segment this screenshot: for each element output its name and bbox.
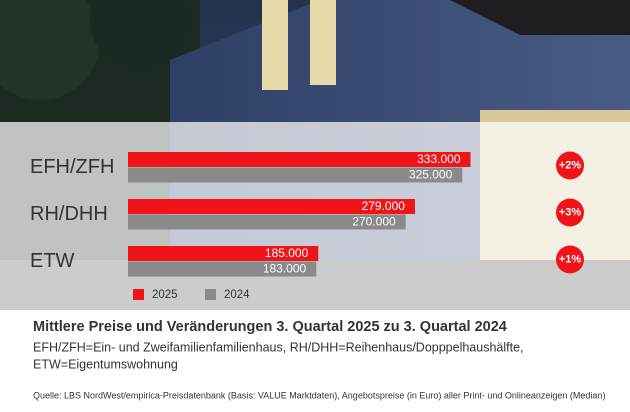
value-label: 270.000 <box>352 214 396 228</box>
change-badge <box>556 198 584 227</box>
category-label: EFH/ZFH <box>30 156 114 178</box>
note: EFH/ZFH=Ein- und Zweifamilienfamilienhau… <box>33 340 524 354</box>
change-label: +2% <box>559 159 582 171</box>
legend-label: 2024 <box>224 289 250 301</box>
value-label: 183.000 <box>263 261 307 275</box>
value-label: 185.000 <box>265 246 309 260</box>
bar <box>128 214 406 230</box>
bar <box>128 199 415 214</box>
value-label: 333.000 <box>417 152 461 166</box>
change-badge <box>556 245 584 274</box>
legend-swatch <box>133 289 144 300</box>
value-label: 279.000 <box>362 199 406 213</box>
value-label: 325.000 <box>409 167 453 181</box>
change-label: +3% <box>559 206 582 218</box>
category-label: ETW <box>30 250 75 272</box>
bar <box>128 152 471 167</box>
source: Quelle: LBS NordWest/empirica-Preisdaten… <box>33 390 605 400</box>
legend-swatch <box>205 289 216 300</box>
chart-title: Mittlere Preise und Veränderungen 3. Qua… <box>33 319 507 335</box>
category-label: RH/DHH <box>30 203 108 225</box>
bar <box>128 261 317 277</box>
change-label: +1% <box>559 253 582 265</box>
change-badge <box>556 151 584 180</box>
note: ETW=Eigentumswohnung <box>33 357 178 371</box>
text-panel <box>0 310 630 412</box>
legend-label: 2025 <box>152 289 178 301</box>
bar <box>128 167 463 183</box>
bar <box>128 246 319 261</box>
